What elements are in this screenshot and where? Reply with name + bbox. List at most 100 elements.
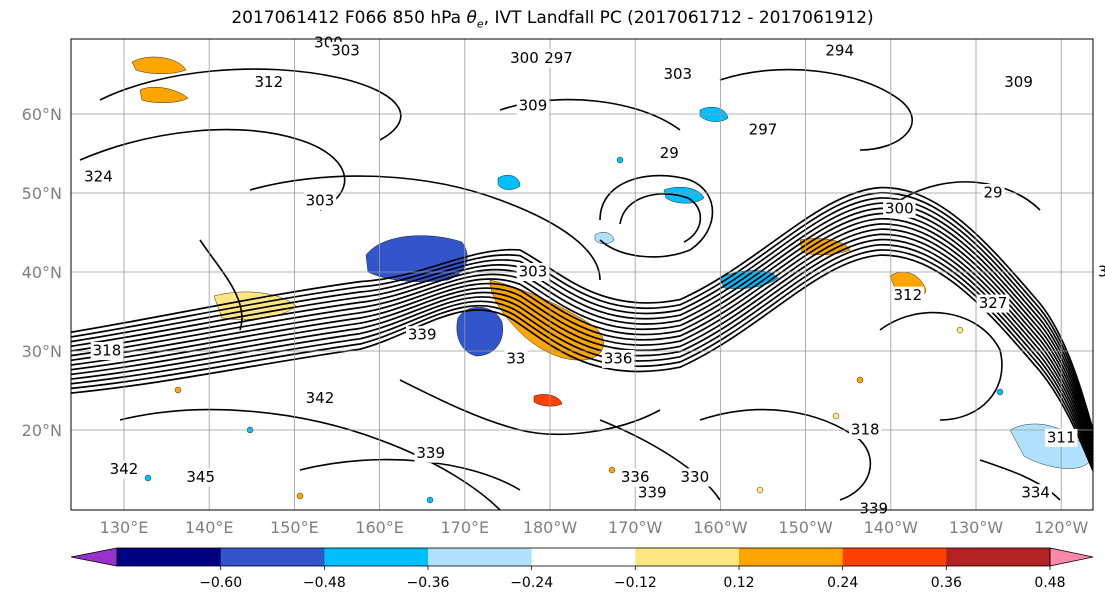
anomaly-region bbox=[594, 232, 615, 244]
contour-label: 327 bbox=[979, 294, 1008, 312]
lon-tick-label: 130°E bbox=[100, 518, 149, 537]
colorbar-tick-label: −0.60 bbox=[199, 575, 242, 591]
contour-label-bg bbox=[516, 97, 550, 116]
colorbar-segment bbox=[428, 548, 533, 566]
theta-e-contour bbox=[70, 197, 1094, 437]
theta-e-contour bbox=[719, 68, 913, 151]
contour-label: 336 bbox=[604, 349, 633, 367]
anomaly-region bbox=[799, 238, 851, 255]
theta-e-contour bbox=[899, 181, 1041, 211]
theta-e-contour bbox=[70, 186, 1094, 431]
colorbar-tick-label: −0.36 bbox=[407, 575, 450, 591]
contour-label-bg bbox=[329, 41, 362, 60]
contour-label-bg bbox=[657, 144, 681, 163]
theta-e-contour bbox=[70, 228, 1094, 456]
lat-tick-label: 50°N bbox=[22, 184, 62, 203]
contour-label: 339 bbox=[416, 444, 445, 462]
lon-tick-label: 120°W bbox=[1034, 518, 1089, 537]
theta-subscript: e bbox=[476, 17, 484, 31]
theta-e-contour bbox=[879, 311, 1003, 421]
contour-label: 311 bbox=[1047, 428, 1076, 446]
theta-e-contour bbox=[70, 254, 1094, 472]
anomaly-spot bbox=[996, 388, 1004, 396]
chart-title: 2017061412 F066 850 hPa θe, IVT Landfall… bbox=[0, 8, 1105, 30]
contour-label: 345 bbox=[186, 468, 215, 486]
anomaly-layer bbox=[131, 56, 1093, 504]
contour-label: 339 bbox=[638, 484, 667, 502]
map-gridlines bbox=[71, 39, 1093, 510]
colorbar-tick-label: −0.24 bbox=[510, 575, 553, 591]
anomaly-region bbox=[699, 107, 729, 122]
theta-e-contour bbox=[599, 174, 714, 258]
theta-e-contour bbox=[199, 239, 243, 331]
lat-tick-label: 60°N bbox=[22, 105, 62, 124]
title-prefix: 2017061412 F066 850 hPa bbox=[231, 8, 467, 28]
lon-tick-label: 140°E bbox=[185, 518, 234, 537]
contour-label-bg bbox=[303, 191, 337, 210]
contour-label: 342 bbox=[110, 460, 139, 478]
theta-e-contour bbox=[70, 202, 1094, 440]
contour-label: 300 bbox=[510, 49, 539, 67]
anomaly-spot bbox=[608, 466, 616, 474]
contour-label-bg bbox=[1019, 484, 1052, 503]
contour-label: 29 bbox=[660, 144, 679, 162]
contour-label: 309 bbox=[519, 97, 548, 115]
colorbar: −0.60 −0.48 −0.36 −0.24 −0.12 0.12 0.24 0.36 0.4… bbox=[70, 547, 1094, 591]
contour-label-bg bbox=[635, 484, 669, 503]
lon-tick-label: 150°W bbox=[778, 518, 833, 537]
lon-tick-label: 170°E bbox=[440, 518, 489, 537]
contour-label: 324 bbox=[84, 168, 113, 186]
contour-label-bg bbox=[661, 65, 695, 84]
colorbar-segment bbox=[739, 548, 844, 566]
map-frame bbox=[70, 38, 1094, 511]
anomaly-spot bbox=[174, 386, 182, 394]
contour-label-bg bbox=[678, 468, 712, 487]
contour-label: 312 bbox=[255, 73, 284, 91]
contour-label: 303 bbox=[663, 65, 692, 83]
theta-e-contour bbox=[70, 207, 1094, 443]
theta-e-contour bbox=[70, 249, 1094, 468]
contour-label: 303 bbox=[519, 263, 548, 281]
contour-label-bg bbox=[746, 120, 780, 139]
contour-label-bg bbox=[848, 421, 882, 439]
contour-label-bg bbox=[823, 41, 856, 60]
contour-label: 333 bbox=[1098, 263, 1105, 281]
theta-e-contour bbox=[70, 212, 1094, 447]
lon-tick-label: 180°W bbox=[523, 518, 578, 537]
contour-label: 33 bbox=[506, 349, 525, 367]
anomaly-region bbox=[139, 87, 189, 103]
colorbar-outline bbox=[116, 547, 1051, 567]
anomaly-spot bbox=[956, 326, 964, 334]
contour-label: 318 bbox=[851, 421, 880, 439]
anomaly-region bbox=[497, 175, 521, 190]
anomaly-region bbox=[456, 306, 503, 357]
theta-e-contour bbox=[70, 223, 1094, 453]
longitude-tick-labels: 130°E 140°E 150°E 160°E 170°E 180°W 170°W 160°W… bbox=[100, 518, 1089, 537]
contour-label: 303 bbox=[306, 191, 335, 209]
contour-label: 330 bbox=[681, 468, 710, 486]
contour-label-bg bbox=[405, 326, 439, 345]
contour-label-bg bbox=[107, 460, 141, 479]
theta-e-contour bbox=[70, 243, 1094, 465]
theta-e-contour bbox=[119, 408, 501, 511]
theta-e-contour bbox=[299, 458, 521, 491]
anomaly-spot bbox=[426, 496, 434, 504]
anomaly-spot bbox=[296, 492, 304, 500]
contour-label: 297 bbox=[749, 120, 778, 138]
contour-label-bg bbox=[1044, 428, 1078, 447]
theta-e-contour bbox=[979, 459, 1061, 501]
colorbar-segment bbox=[635, 548, 740, 566]
lon-tick-label: 150°E bbox=[270, 518, 319, 537]
contour-label: 309 bbox=[1004, 73, 1033, 91]
latitude-tick-labels: 60°N 50°N 40°N 30°N 20°N bbox=[22, 105, 62, 440]
theta-e-contour bbox=[619, 193, 702, 243]
contour-label-bg bbox=[184, 468, 217, 487]
contour-label-bg bbox=[981, 184, 1005, 202]
colorbar-segment bbox=[324, 548, 429, 566]
anomaly-spot bbox=[616, 156, 624, 164]
anomaly-spot bbox=[144, 474, 152, 482]
contour-label: 339 bbox=[859, 500, 888, 518]
contour-label: 303 bbox=[331, 41, 360, 59]
colorbar-tick-label: 0.12 bbox=[723, 575, 754, 591]
contour-label: 339 bbox=[408, 326, 437, 344]
